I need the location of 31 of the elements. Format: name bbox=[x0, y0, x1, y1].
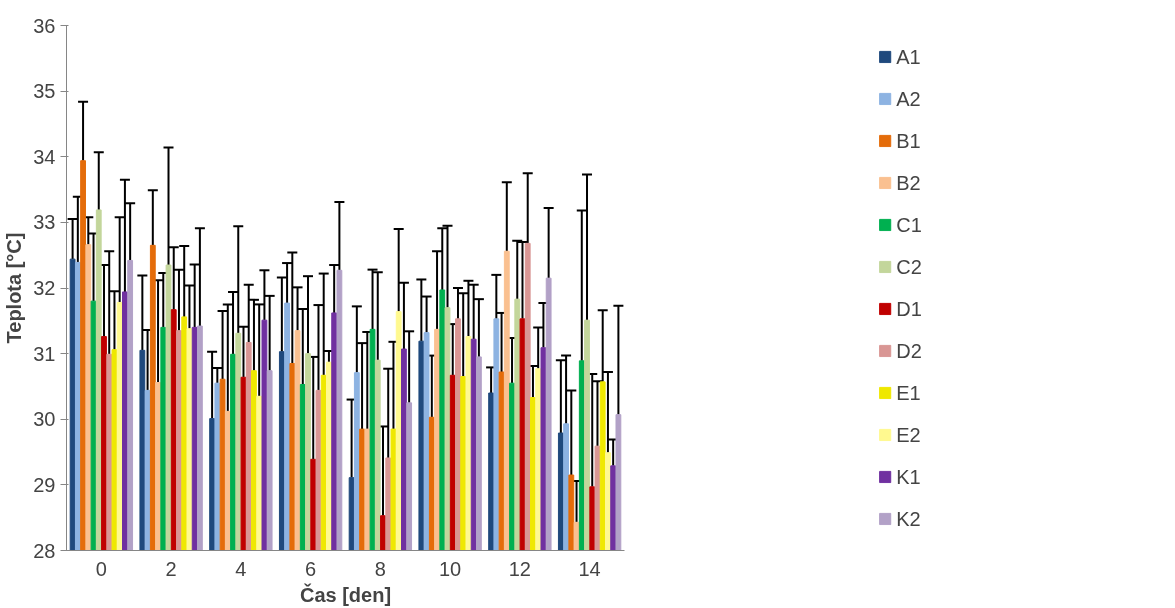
y-tick-label: 31 bbox=[33, 342, 56, 365]
legend-label: C1 bbox=[896, 213, 922, 236]
y-tick-label: 34 bbox=[33, 145, 56, 168]
y-tick-label: 30 bbox=[33, 408, 56, 431]
x-tick-label: 0 bbox=[95, 557, 107, 580]
legend-label: C2 bbox=[896, 255, 922, 278]
legend-label: E1 bbox=[896, 381, 921, 404]
x-tick-label: 2 bbox=[165, 557, 177, 580]
x-tick-label: 10 bbox=[439, 557, 462, 580]
legend-label: B2 bbox=[896, 171, 921, 194]
x-axis-title: Čas [den] bbox=[299, 582, 392, 606]
x-tick-label: 6 bbox=[305, 557, 317, 580]
legend-label: A1 bbox=[896, 45, 921, 68]
y-tick-label: 32 bbox=[33, 277, 56, 299]
legend-label: K1 bbox=[896, 465, 921, 488]
x-tick-label: 12 bbox=[508, 557, 531, 580]
x-tick-label: 4 bbox=[235, 557, 247, 580]
y-tick-label: 36 bbox=[33, 14, 56, 37]
legend-label: E2 bbox=[896, 423, 921, 446]
legend-label: D1 bbox=[896, 297, 922, 320]
legend-label: D2 bbox=[896, 339, 922, 362]
legend-label: B1 bbox=[896, 129, 921, 152]
x-tick-label: 8 bbox=[374, 557, 386, 580]
y-tick-label: 33 bbox=[33, 211, 56, 234]
legend-label: K2 bbox=[896, 507, 921, 530]
y-tick-label: 35 bbox=[33, 80, 56, 103]
y-tick-label: 28 bbox=[33, 539, 56, 562]
legend-label: A2 bbox=[896, 87, 921, 110]
y-tick-label: 29 bbox=[33, 473, 56, 496]
y-axis-title: Teplota [°C] bbox=[3, 232, 26, 344]
x-tick-label: 14 bbox=[578, 557, 601, 580]
